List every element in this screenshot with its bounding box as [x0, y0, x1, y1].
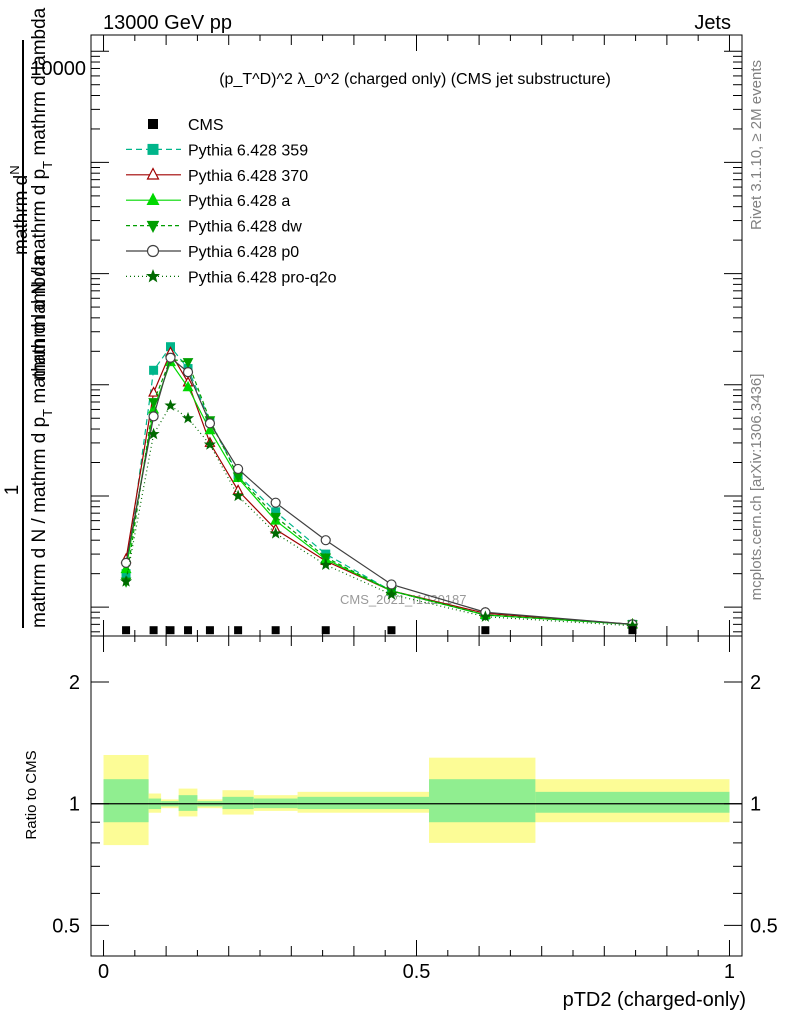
legend-item: Pythia 6.428 370: [126, 167, 308, 185]
data-point: [182, 380, 194, 392]
data-point: [386, 579, 397, 590]
xtick-label: 1: [724, 961, 735, 983]
ratio-ytick-label: 1: [69, 794, 80, 816]
data-point: [234, 626, 243, 635]
mcplots-label: mcplots.cern.ch [arXiv:1306.3436]: [748, 374, 765, 601]
data-point: [204, 423, 216, 435]
data-point: [320, 535, 331, 546]
data-point: [148, 398, 159, 409]
data-point: [166, 626, 175, 635]
data-point: [479, 610, 492, 622]
band-inner: [222, 796, 254, 810]
ratio-plot: 0.5 0.5 1 1 2 2 0 0.5 1 Ratio to CMS pTD2 (charg…: [23, 635, 778, 1011]
data-point: [182, 367, 194, 378]
data-point: [319, 558, 332, 571]
legend-label: CMS: [188, 117, 224, 134]
data-point: [149, 626, 158, 635]
data-point: [148, 386, 160, 397]
data-point: [320, 553, 332, 564]
data-point: [270, 512, 281, 523]
ratio-ylabel: Ratio to CMS: [23, 750, 40, 839]
data-point: [269, 527, 282, 539]
data-point: [164, 399, 177, 411]
xtick-label: 0.5: [403, 961, 431, 983]
data-point: [205, 626, 214, 635]
band-inner: [429, 779, 536, 823]
plot-title: (p_T^D)^2 λ_0^2 (charged only) (CMS jet …: [219, 71, 611, 88]
data-point: [387, 626, 396, 635]
band-inner: [297, 796, 430, 810]
ratio-ytick-label: 2: [750, 672, 761, 694]
data-point: [385, 588, 398, 600]
data-point: [120, 562, 132, 574]
data-point: [146, 167, 160, 180]
ylabel-top: mathrm d N / mathrm d pT mathrm d lambda: [29, 7, 55, 380]
x-axis-label: pTD2 (charged-only): [563, 989, 746, 1011]
legend-item: Pythia 6.428 359: [126, 142, 308, 159]
legend-label: Pythia 6.428 359: [188, 142, 308, 159]
data-point: [481, 626, 490, 635]
band-inner: [535, 791, 730, 813]
series-line: [125, 404, 633, 627]
legend-item: Pythia 6.428 pro-q2o: [126, 269, 337, 286]
data-point: [203, 438, 216, 450]
data-point: [321, 626, 330, 635]
ylabel-numerator: mathrm dN: [7, 165, 32, 255]
legend-item: Pythia 6.428 a: [126, 192, 290, 210]
data-point: [184, 626, 193, 635]
rivet-label: Rivet 3.1.10, ≥ 2M events: [748, 60, 765, 230]
watermark: CMS_2021_I1920187: [340, 592, 467, 607]
legend-label: Pythia 6.428 dw: [188, 219, 302, 236]
data-point: [147, 143, 159, 155]
main-plot: 10000 (p_T^D)^2 λ_0^2 (charged only) (CM…: [30, 34, 743, 637]
data-point: [182, 358, 194, 369]
legend-label: Pythia 6.428 pro-q2o: [188, 269, 337, 286]
data-point: [146, 220, 160, 233]
ratio-ytick-label: 1: [750, 794, 761, 816]
data-point: [271, 507, 281, 517]
header-left: 13000 GeV pp: [103, 12, 232, 34]
data-point: [628, 626, 637, 635]
ratio-ytick-label: 2: [69, 672, 80, 694]
legend-item: Pythia 6.428 dw: [126, 219, 302, 236]
legend-label: Pythia 6.428 p0: [188, 244, 299, 261]
legend-label: Pythia 6.428 370: [188, 168, 308, 185]
data-point: [120, 557, 132, 568]
series-cms: [122, 626, 637, 635]
header-right: Jets: [694, 12, 731, 34]
data-point: [181, 411, 195, 424]
data-point: [149, 365, 159, 375]
legend-item: CMS: [148, 117, 224, 134]
data-point: [148, 119, 158, 129]
data-point: [146, 192, 160, 205]
main-ytick-label: 10000: [30, 58, 86, 80]
ratio-ytick-label: 0.5: [750, 915, 778, 937]
ylabel-one: 1: [2, 485, 23, 496]
data-point: [271, 626, 280, 635]
data-point: [270, 497, 281, 508]
data-point: [233, 463, 244, 475]
legend-item: Pythia 6.428 p0: [126, 244, 299, 261]
data-point: [204, 418, 216, 429]
data-point: [147, 427, 160, 440]
ylabel-bottom: mathrm d N / mathrm d pT mathrm d lambda: [29, 255, 55, 628]
main-ylabel: mathrm dN mathrm d N / mathrm d pT mathr…: [2, 7, 55, 628]
data-point: [122, 626, 131, 635]
band-inner: [178, 795, 198, 811]
legend-label: Pythia 6.428 a: [188, 193, 290, 210]
data-point: [120, 575, 133, 587]
series-line: [125, 358, 633, 625]
band-inner: [103, 779, 149, 823]
ratio-ytick-label: 0.5: [52, 915, 80, 937]
data-point: [232, 489, 245, 502]
data-point: [146, 244, 160, 258]
data-point: [165, 352, 176, 363]
data-point: [148, 411, 159, 422]
data-point: [121, 569, 131, 579]
data-point: [146, 269, 160, 283]
legend: CMS Pythia 6.428 359 Pythia 6.428 370 Pythi…: [126, 117, 337, 286]
xtick-label: 0: [98, 961, 109, 983]
